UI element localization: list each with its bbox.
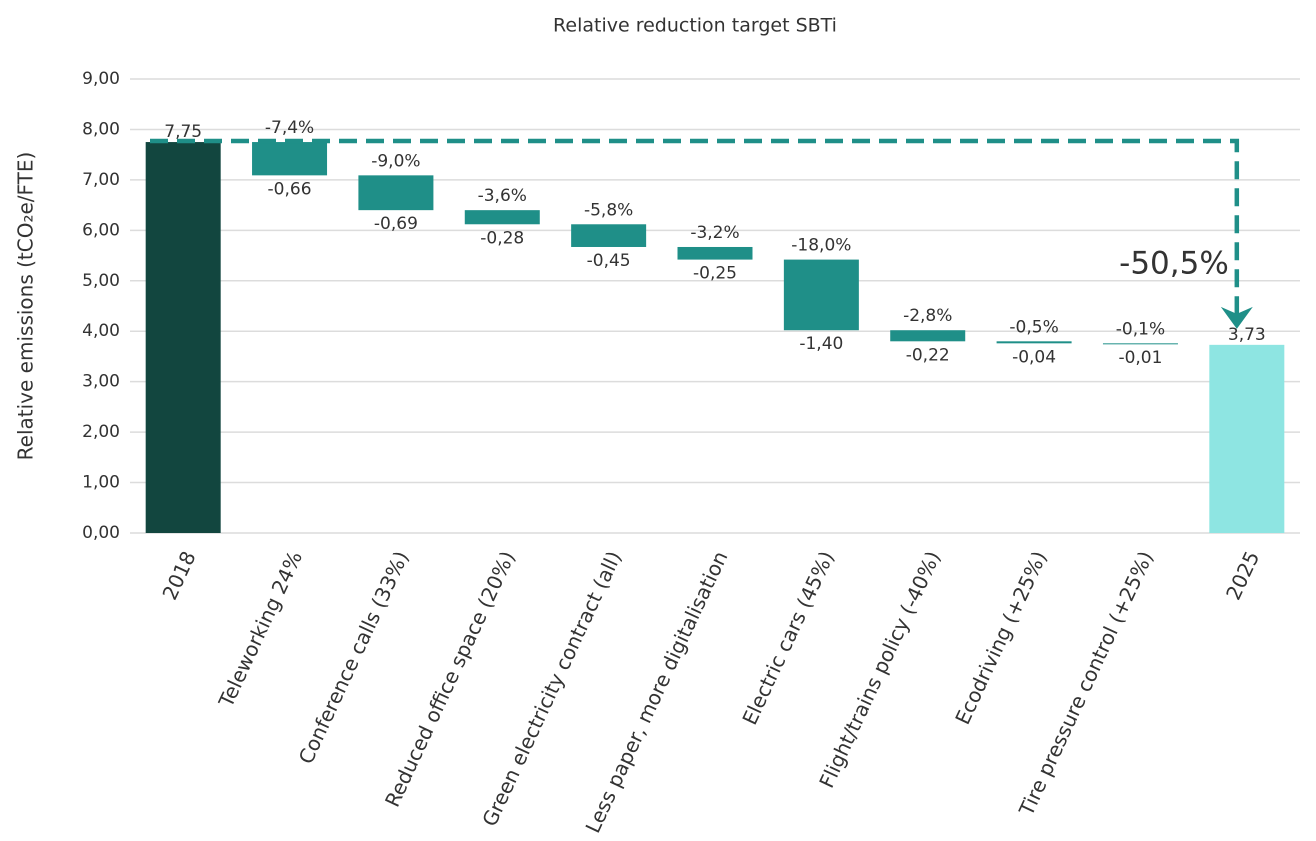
bar: [252, 142, 328, 176]
value-label: 7,75: [164, 122, 202, 142]
value-label: -1,40: [799, 334, 843, 354]
bar: [571, 224, 647, 247]
value-label: -0,69: [374, 214, 418, 234]
y-axis-label: Relative emissions (tCO₂e/FTE): [14, 152, 38, 461]
chart-title: Relative reduction target SBTi: [553, 15, 837, 37]
arrow-head: [1220, 306, 1253, 329]
value-label: -0,45: [587, 251, 631, 271]
bar: [1209, 344, 1285, 533]
bar: [1102, 343, 1178, 345]
bar: [358, 175, 434, 211]
y-tick-label: 1,00: [82, 473, 120, 493]
percent-label: -3,6%: [478, 186, 527, 206]
y-tick-label: 0,00: [82, 523, 120, 543]
value-label: -0,22: [906, 345, 950, 365]
y-tick-label: 2,00: [82, 422, 120, 442]
x-tick-label: Flight/trains policy (-40%): [814, 547, 945, 791]
x-tick-label: Electric cars (45%): [737, 547, 839, 728]
reference-line: [150, 138, 1240, 315]
value-label: -0,28: [480, 228, 524, 248]
bar: [996, 341, 1072, 344]
y-tick-label: 9,00: [82, 69, 120, 89]
y-tick-label: 3,00: [82, 372, 120, 392]
bar: [890, 330, 966, 342]
y-tick-label: 6,00: [82, 220, 120, 240]
value-label: -0,66: [268, 179, 312, 199]
value-label: -0,25: [693, 264, 737, 284]
value-label: -0,04: [1012, 347, 1056, 367]
bar: [145, 142, 221, 534]
bar: [677, 246, 753, 260]
y-tick-label: 4,00: [82, 321, 120, 341]
percent-label: -9,0%: [371, 151, 420, 171]
value-label: -0,01: [1118, 348, 1162, 368]
bar: [464, 210, 540, 225]
x-tick-label: 2018: [157, 547, 200, 603]
x-tick-label: 2025: [1221, 547, 1264, 603]
x-tick-label: Teleworking 24%: [213, 547, 307, 711]
y-tick-label: 5,00: [82, 271, 120, 291]
annotation: -50,5%: [1119, 245, 1229, 281]
percent-label: -5,8%: [584, 200, 633, 220]
bar: [783, 259, 859, 331]
x-tick-label: Reduced office space (20%): [380, 547, 520, 810]
y-tick-label: 8,00: [82, 119, 120, 139]
x-tick-label: Conference calls (33%): [294, 547, 414, 767]
percent-label: -18,0%: [791, 236, 851, 256]
percent-label: -0,1%: [1116, 319, 1165, 339]
y-tick-label: 7,00: [82, 170, 120, 190]
percent-label: -0,5%: [1009, 317, 1058, 337]
value-label: 3,73: [1228, 325, 1266, 345]
percent-label: -2,8%: [903, 306, 952, 326]
percent-label: -7,4%: [265, 118, 314, 138]
percent-label: -3,2%: [690, 223, 739, 243]
x-tick-label: Ecodriving (+25%): [950, 547, 1051, 728]
